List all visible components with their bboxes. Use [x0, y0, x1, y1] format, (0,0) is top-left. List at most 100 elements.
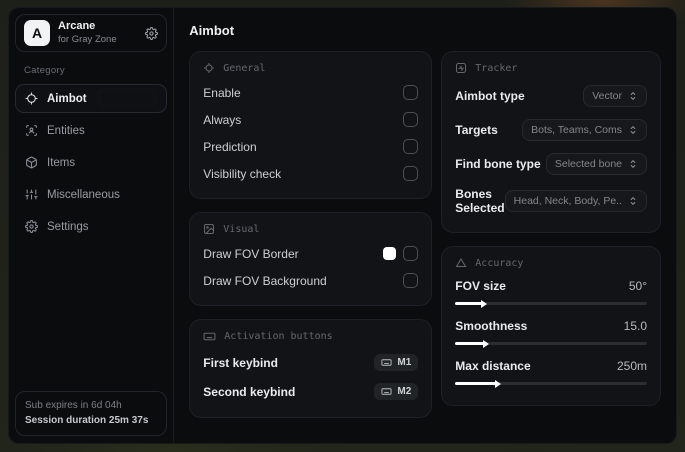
setting-label: First keybind — [203, 355, 278, 370]
targets-select[interactable]: Bots, Teams, Coms — [522, 119, 647, 141]
activation-card-header: Activation buttons — [203, 330, 418, 343]
setting-row-max-distance: Max distance 250m — [455, 354, 647, 394]
setting-label: Bones Selected — [455, 187, 505, 215]
brand-text: Arcane for Gray Zone — [58, 20, 117, 46]
aimbot-type-select[interactable]: Vector — [583, 85, 647, 107]
sidebar-item-items[interactable]: Items — [15, 148, 167, 177]
first-keybind-button[interactable]: M1 — [374, 354, 419, 371]
setting-row-second-keybind: Second keybind M2 — [203, 377, 419, 406]
setting-row-always: Always — [203, 106, 419, 133]
tracker-card: Tracker Aimbot type Vector Targets — [441, 51, 661, 233]
sidebar: A Arcane for Gray Zone Category Aimbot E… — [9, 8, 175, 443]
setting-label: FOV size — [455, 279, 506, 293]
page-title: Aimbot — [189, 23, 235, 38]
setting-label: Visibility check — [203, 166, 282, 181]
sub-expires-text: Sub expires in 6d 04h — [25, 400, 122, 411]
setting-row-visibility-check: Visibility check — [203, 160, 419, 187]
second-keybind-button[interactable]: M2 — [374, 383, 419, 400]
sliders-icon — [25, 188, 38, 201]
section-title: Tracker — [475, 62, 518, 74]
setting-label: Find bone type — [455, 157, 541, 171]
smoothness-slider[interactable] — [455, 339, 647, 348]
sidebar-item-label: Entities — [47, 124, 85, 137]
setting-label: Second keybind — [203, 384, 296, 399]
max-distance-slider[interactable] — [455, 379, 647, 388]
setting-label: Draw FOV Background — [203, 273, 327, 288]
keyboard-icon — [203, 330, 216, 343]
app-window: A Arcane for Gray Zone Category Aimbot E… — [8, 7, 677, 444]
always-checkbox[interactable] — [403, 112, 419, 127]
setting-row-first-keybind: First keybind M1 — [203, 348, 419, 377]
brand-logo: A — [24, 20, 50, 46]
setting-row-bones-selected: Bones Selected Head, Neck, Body, Pe.. — [455, 181, 647, 221]
fov-border-color-swatch[interactable] — [383, 247, 397, 260]
select-value: Head, Neck, Body, Pe.. — [513, 195, 622, 207]
prediction-checkbox[interactable] — [403, 139, 419, 154]
chevrons-up-down-icon — [628, 159, 638, 169]
visual-card-header: Visual — [203, 223, 418, 235]
sidebar-item-aimbot[interactable]: Aimbot — [15, 84, 168, 113]
gear-icon[interactable] — [145, 26, 159, 40]
crosshair-icon — [203, 62, 215, 74]
fov-size-slider[interactable] — [455, 299, 647, 308]
setting-label: Draw FOV Border — [203, 246, 299, 261]
keyboard-icon — [381, 357, 392, 368]
brand-name: Arcane — [58, 20, 96, 33]
slider-fill — [455, 339, 489, 348]
brand-subtitle: for Gray Zone — [58, 33, 117, 45]
subscription-info: Sub expires in 6d 04h Session duration 2… — [15, 391, 168, 436]
visual-card: Visual Draw FOV Border Draw FOV Backgrou… — [189, 212, 433, 306]
session-duration-text: Session duration 25m 37s — [25, 415, 149, 426]
accuracy-card: Accuracy FOV size 50° Smoothness — [441, 246, 661, 406]
blurred-watermark — [98, 90, 157, 106]
setting-label: Aimbot type — [455, 89, 525, 103]
activation-buttons-card: Activation buttons First keybind M1 Seco… — [189, 319, 433, 418]
sidebar-item-miscellaneous[interactable]: Miscellaneous — [15, 180, 167, 209]
setting-label: Smoothness — [455, 319, 528, 333]
setting-row-draw-fov-border: Draw FOV Border — [203, 240, 419, 267]
setting-label: Max distance — [455, 359, 531, 373]
section-title: Activation buttons — [224, 331, 333, 342]
chevrons-up-down-icon — [628, 125, 638, 135]
sidebar-item-settings[interactable]: Settings — [15, 212, 167, 241]
setting-row-draw-fov-background: Draw FOV Background — [203, 267, 419, 294]
image-icon — [203, 223, 215, 235]
chevrons-up-down-icon — [628, 91, 638, 101]
enable-checkbox[interactable] — [403, 85, 419, 100]
general-card: General Enable Always Prediction — [189, 51, 433, 199]
sidebar-item-label: Miscellaneous — [47, 188, 120, 201]
gear-icon — [25, 220, 38, 233]
chevrons-up-down-icon — [628, 196, 638, 206]
section-title: General — [223, 62, 266, 74]
setting-row-enable: Enable — [203, 79, 419, 106]
accuracy-card-header: Accuracy — [455, 257, 647, 269]
setting-row-smoothness: Smoothness 15.0 — [455, 314, 647, 354]
find-bone-type-select[interactable]: Selected bone — [545, 153, 647, 175]
items-icon — [25, 156, 38, 169]
draw-fov-background-checkbox[interactable] — [403, 273, 419, 288]
tracker-card-header: Tracker — [455, 62, 647, 74]
crosshair-icon — [25, 92, 38, 105]
select-value: Bots, Teams, Coms — [531, 124, 622, 136]
sidebar-item-entities[interactable]: Entities — [15, 116, 167, 145]
setting-label: Prediction — [203, 139, 257, 154]
sidebar-item-label: Items — [47, 156, 76, 169]
draw-fov-border-checkbox[interactable] — [403, 246, 419, 261]
setting-row-fov-size: FOV size 50° — [455, 274, 647, 314]
keybind-value: M1 — [397, 357, 412, 368]
brand-card: A Arcane for Gray Zone — [15, 14, 168, 52]
slider-fill — [455, 299, 487, 308]
sidebar-item-label: Aimbot — [47, 92, 87, 105]
setting-row-prediction: Prediction — [203, 133, 419, 160]
setting-row-targets: Targets Bots, Teams, Coms — [455, 113, 647, 147]
general-card-header: General — [203, 62, 418, 74]
setting-label: Enable — [203, 85, 241, 100]
bones-selected-select[interactable]: Head, Neck, Body, Pe.. — [504, 190, 647, 212]
visibility-check-checkbox[interactable] — [403, 166, 419, 181]
main-content: Aimbot General Enable Alw — [174, 8, 676, 443]
setting-row-find-bone-type: Find bone type Selected bone — [455, 147, 647, 181]
select-value: Selected bone — [554, 158, 622, 170]
category-label: Category — [24, 65, 65, 76]
keybind-value: M2 — [397, 386, 412, 397]
